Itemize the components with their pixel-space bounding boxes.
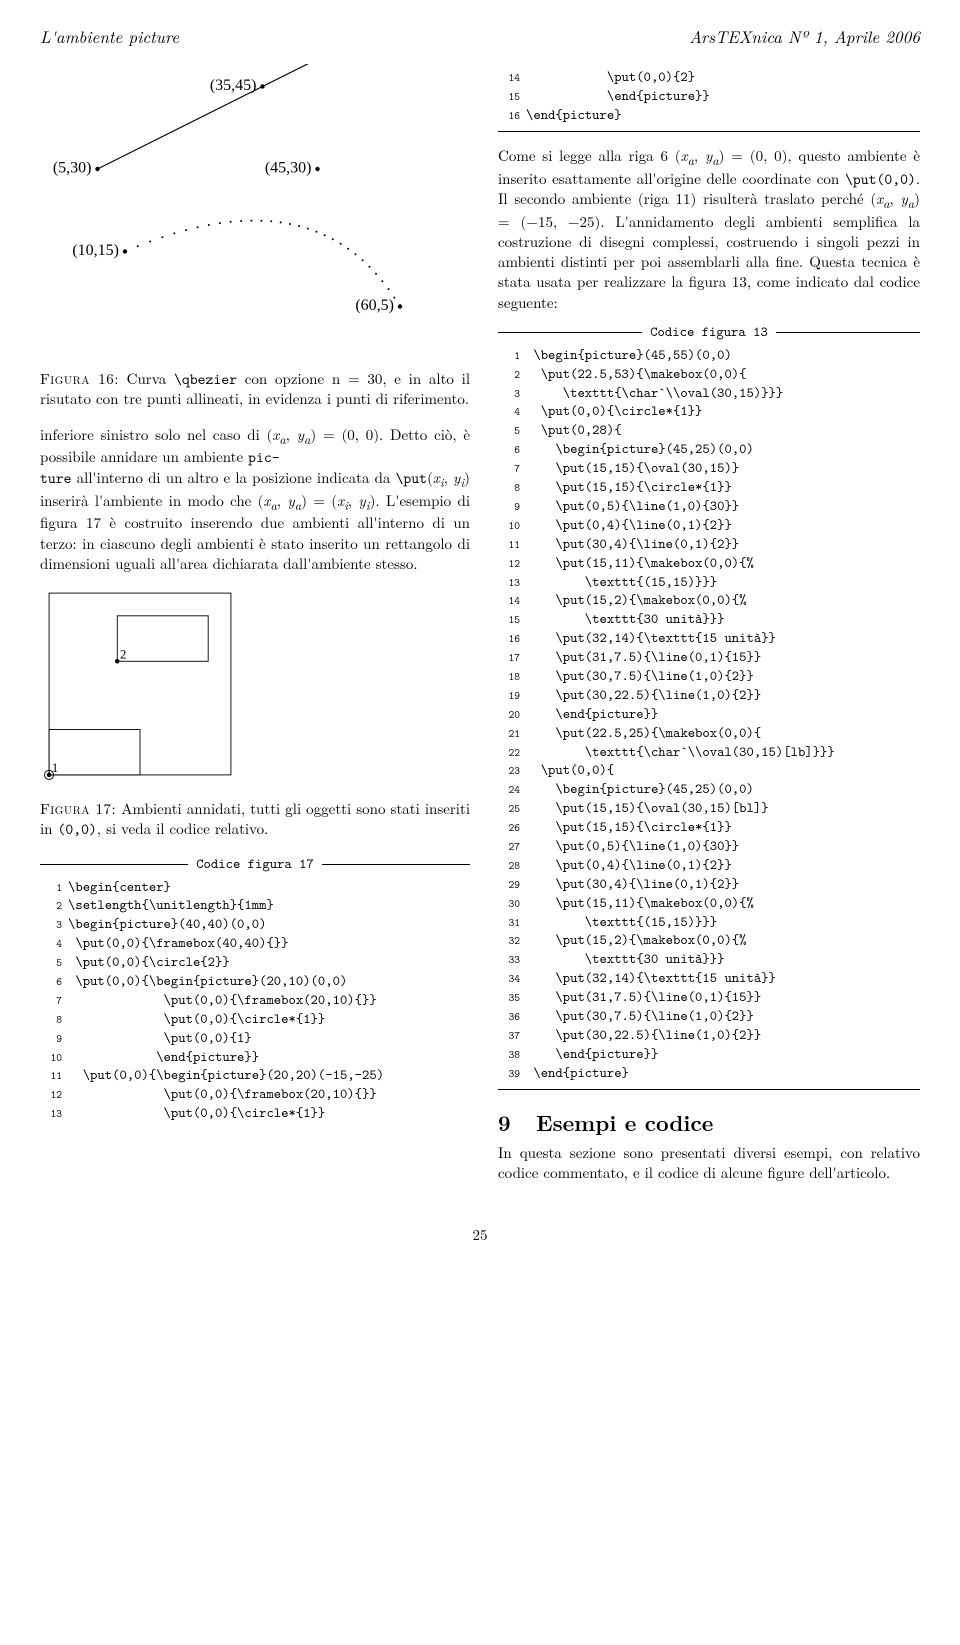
running-header: L'ambiente picture ArsTEXnica Nº 1, Apri…: [40, 24, 920, 48]
figure-16-svg: (5,30)(10,15)(35,45)(45,30)(55,55)(60,5): [40, 64, 470, 354]
left-column: (5,30)(10,15)(35,45)(45,30)(55,55)(60,5)…: [40, 64, 470, 1194]
figure-16-label: Figura 16:: [40, 368, 119, 389]
rule-icon: [498, 332, 642, 333]
paragraph-section-intro: In questa sezione sono presentati divers…: [498, 1143, 920, 1184]
figure-17-caption: Figura 17: Ambienti annidati, tutti gli …: [40, 799, 470, 840]
code-13-title-text: Codice figura 13: [650, 323, 768, 342]
figure-17-svg: 12: [40, 584, 240, 784]
svg-text:(35,45): (35,45): [210, 77, 257, 94]
page: L'ambiente picture ArsTEXnica Nº 1, Apri…: [0, 0, 960, 1285]
paragraph-inferiore: inferiore sinistro solo nel caso di (xa,…: [40, 425, 470, 575]
rule-icon: [40, 864, 188, 865]
svg-text:(60,5): (60,5): [355, 297, 394, 314]
code-13-listing: 1 \begin{picture}(45,55)(0,0) 2 \put(22.…: [498, 346, 920, 1083]
figure-16: (5,30)(10,15)(35,45)(45,30)(55,55)(60,5)…: [40, 64, 470, 410]
right-column: 14 \put(0,0){2} 15 \end{picture}} 16\end…: [498, 64, 920, 1194]
code-end-rule: [498, 1089, 920, 1090]
svg-text:(45,30): (45,30): [265, 160, 312, 177]
figure-17-label: Figura 17:: [40, 798, 116, 819]
code-13-title: Codice figura 13: [498, 323, 920, 342]
two-column-layout: (5,30)(10,15)(35,45)(45,30)(55,55)(60,5)…: [40, 64, 920, 1194]
rule-icon: [322, 864, 470, 865]
rule-icon: [776, 332, 920, 333]
code-17-title-text: Codice figura 17: [196, 855, 314, 874]
code-17-continuation: 14 \put(0,0){2} 15 \end{picture}} 16\end…: [498, 68, 920, 125]
code-17-listing: 1\begin{center} 2\setlength{\unitlength}…: [40, 878, 470, 1124]
section-heading: 9 Esempi e codice: [498, 1108, 920, 1138]
code-17-title: Codice figura 17: [40, 855, 470, 874]
section-title: Esempi e codice: [536, 1107, 713, 1138]
svg-text:(5,30): (5,30): [53, 160, 92, 177]
svg-text:1: 1: [52, 761, 58, 775]
figure-16-caption: Figura 16: Curva \qbezier con opzione n …: [40, 369, 470, 410]
section-number: 9: [498, 1107, 511, 1138]
svg-text:(10,15): (10,15): [72, 242, 119, 259]
paragraph-come-si-legge: Come si legge alla riga 6 (xa, ya) = (0,…: [498, 146, 920, 313]
svg-text:2: 2: [120, 648, 126, 662]
figure-17: 12 Figura 17: Ambienti annidati, tutti g…: [40, 584, 470, 840]
header-left: L'ambiente picture: [40, 24, 179, 48]
code-end-rule: [498, 131, 920, 132]
header-right: ArsTEXnica Nº 1, Aprile 2006: [689, 24, 920, 48]
page-number: 25: [40, 1224, 920, 1245]
